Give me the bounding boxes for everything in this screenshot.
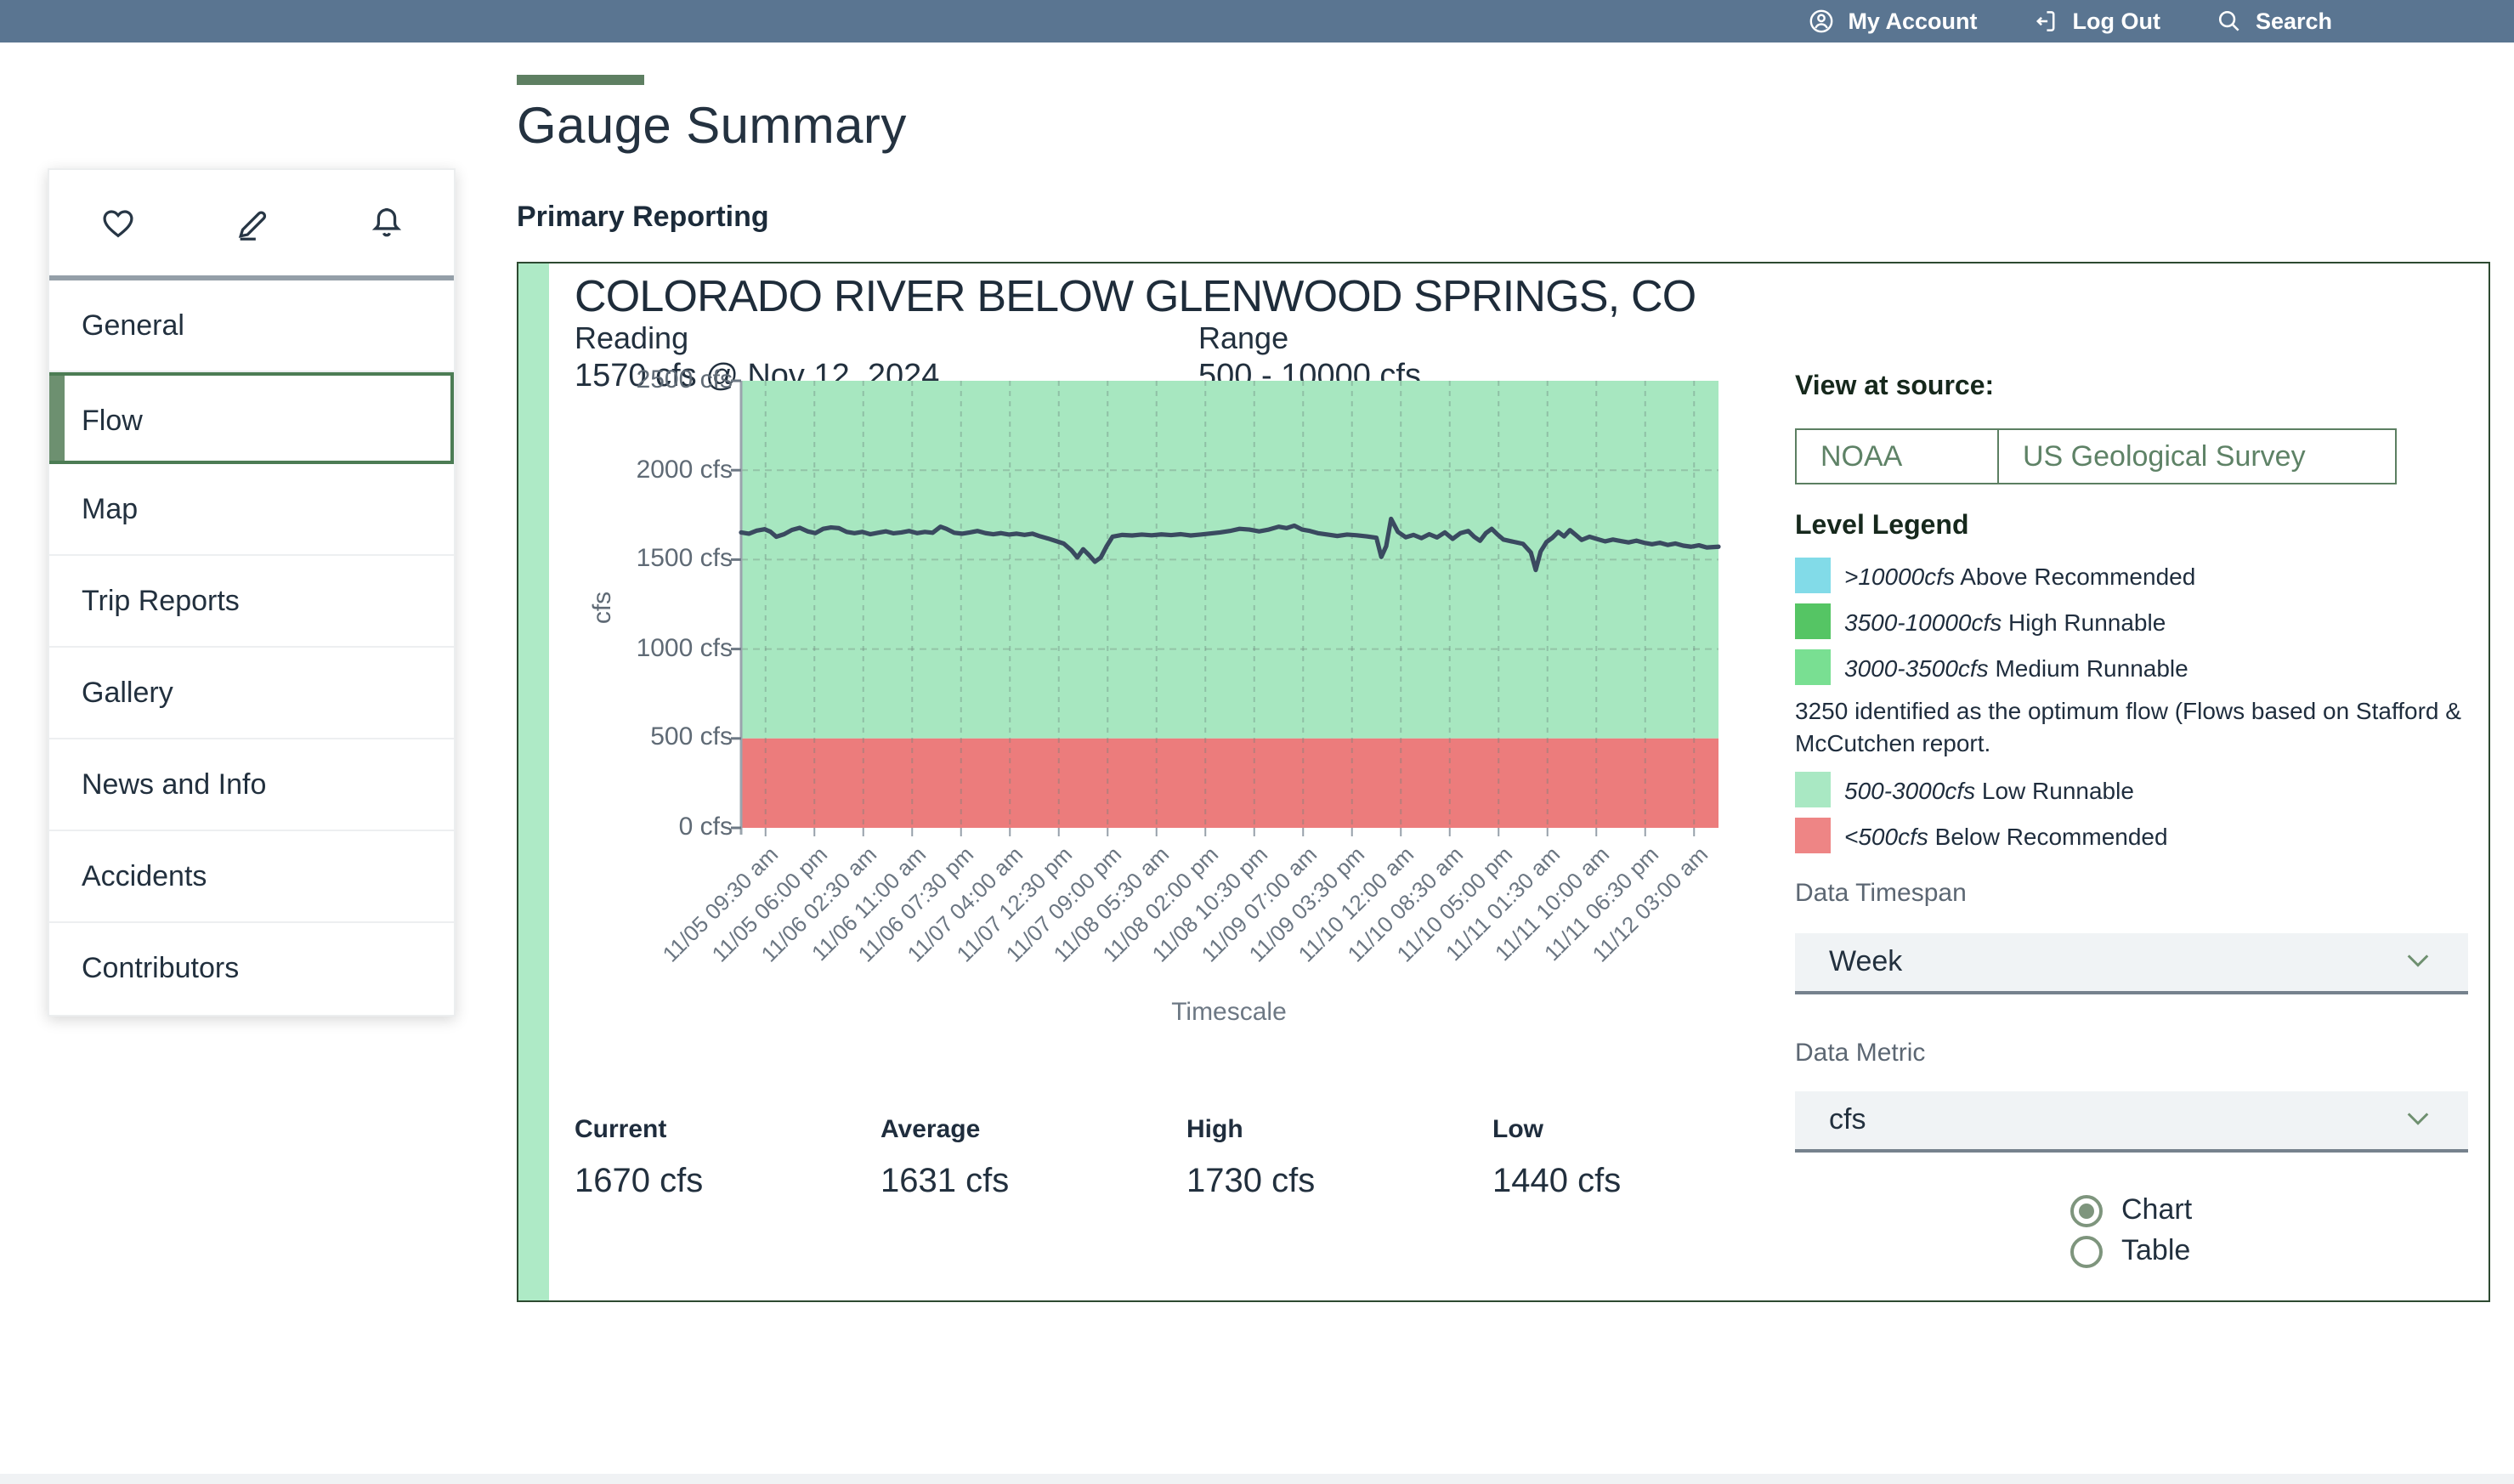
view-at-source-label: View at source: [1795, 372, 1995, 401]
range-label: Range [1198, 321, 1289, 355]
stat-label: Average [880, 1115, 981, 1144]
sidebar-menu: General Flow Map Trip Reports Gallery News an… [49, 280, 454, 1015]
stat-value: 1631 cfs [880, 1163, 1010, 1200]
data-metric-label: Data Metric [1795, 1039, 1926, 1068]
stat-average: Average 1631 cfs [880, 1115, 1178, 1202]
radio-button[interactable] [2070, 1194, 2103, 1226]
legend-text: >10000cfs Above Recommended [1844, 562, 2196, 589]
y-axis-tick-label: 1000 cfs [636, 633, 733, 663]
timespan-value: Week [1829, 945, 1903, 977]
timespan-select[interactable]: Week [1795, 933, 2468, 994]
band-runnable [741, 381, 1718, 739]
title-accent-bar [517, 75, 644, 85]
stat-current: Current 1670 cfs [575, 1115, 872, 1202]
legend-note: 3250 identified as the optimum flow (Flo… [1795, 697, 2461, 756]
metric-select[interactable]: cfs [1795, 1091, 2468, 1153]
notifications-bell-icon[interactable] [365, 202, 406, 243]
reading-label: Reading [575, 321, 689, 355]
sidebar-item-map[interactable]: Map [49, 464, 454, 556]
stat-low: Low 1440 cfs [1492, 1115, 1790, 1202]
my-account-button[interactable]: My Account [1807, 7, 1977, 36]
page-title: Gauge Summary [517, 99, 907, 155]
stat-label: Current [575, 1115, 667, 1144]
sidebar-icon-row [49, 170, 454, 280]
flow-line [739, 516, 1721, 573]
y-axis-tick-label: 0 cfs [678, 813, 733, 841]
log-out-label: Log Out [2072, 8, 2160, 34]
y-axis-tick-label: 2500 cfs [636, 365, 733, 394]
legend-swatch [1795, 649, 1831, 685]
sidebar-item-accidents[interactable]: Accidents [49, 831, 454, 923]
sidebar-item-general[interactable]: General [49, 280, 454, 372]
gauge-summary-card: COLORADO RIVER BELOW GLENWOOD SPRINGS, C… [517, 262, 2490, 1302]
y-axis-tick-label: 1500 cfs [636, 544, 733, 574]
search-icon [2215, 7, 2244, 36]
legend-item: 3000-3500cfs Medium Runnable [1795, 649, 2482, 685]
band-below-recommended [741, 738, 1718, 828]
bottom-strip [0, 1474, 2514, 1484]
sidebar-item-flow[interactable]: Flow [49, 372, 454, 464]
data-timespan-label: Data Timespan [1795, 879, 1967, 908]
sidebar-item-contributors[interactable]: Contributors [49, 923, 454, 1015]
edit-pencil-icon[interactable] [231, 202, 272, 243]
source-button-group: NOAA US Geological Survey [1795, 428, 2397, 484]
search-label: Search [2255, 8, 2332, 34]
legend-swatch [1795, 772, 1831, 807]
legend-swatch [1795, 603, 1831, 639]
sidebar-item-gallery[interactable]: Gallery [49, 648, 454, 739]
level-legend-title: Level Legend [1795, 512, 1969, 541]
radio-label: Chart [2121, 1193, 2193, 1226]
user-icon [1807, 7, 1836, 36]
y-axis-tick-label: 2000 cfs [636, 455, 733, 484]
flow-chart: cfs 0 cfs 500 cfs 1000 cfs 1500 cfs 2000 cfs… [552, 365, 1742, 1137]
legend-item: 500-3000cfs Low Runnable [1795, 772, 2482, 807]
sidebar-item-news-and-info[interactable]: News and Info [49, 739, 454, 831]
legend-item: <500cfs Below Recommended [1795, 818, 2482, 853]
stat-value: 1730 cfs [1186, 1163, 1316, 1200]
metric-value: cfs [1829, 1103, 1866, 1136]
noaa-button[interactable]: NOAA [1795, 428, 1999, 484]
stat-value: 1670 cfs [575, 1163, 704, 1200]
top-navigation-bar: My Account Log Out Search [0, 0, 2514, 42]
card-accent-strip [518, 263, 549, 1300]
legend-rows-lower: 500-3000cfs Low Runnable <500cfs Below Re… [1795, 772, 2482, 853]
sidebar-item-trip-reports[interactable]: Trip Reports [49, 556, 454, 648]
radio-button[interactable] [2070, 1235, 2103, 1267]
chevron-down-icon [2405, 1105, 2431, 1136]
search-button[interactable]: Search [2215, 7, 2332, 36]
legend-swatch [1795, 558, 1831, 593]
log-out-button[interactable]: Log Out [2031, 7, 2160, 36]
radio-label: Table [2121, 1234, 2191, 1266]
display-option-table[interactable]: Table [2070, 1234, 2190, 1268]
chevron-down-icon [2405, 947, 2431, 977]
x-axis-title: Timescale [1171, 998, 1287, 1027]
legend-swatch [1795, 818, 1831, 853]
stat-high: High 1730 cfs [1186, 1115, 1484, 1202]
usgs-button[interactable]: US Geological Survey [1997, 428, 2397, 484]
stat-value: 1440 cfs [1492, 1163, 1622, 1200]
stat-label: Low [1492, 1115, 1543, 1144]
legend-text: 3500-10000cfs High Runnable [1844, 608, 2166, 635]
favorite-heart-icon[interactable] [97, 202, 138, 243]
display-option-chart[interactable]: Chart [2070, 1193, 2192, 1227]
stat-label: High [1186, 1115, 1243, 1144]
legend-text: 3000-3500cfs Medium Runnable [1844, 654, 2188, 681]
sidebar: General Flow Map Trip Reports Gallery News an… [48, 168, 456, 1017]
legend-item: 3500-10000cfs High Runnable [1795, 603, 2482, 639]
legend-rows-upper: >10000cfs Above Recommended 3500-10000cfs… [1795, 558, 2482, 685]
legend-text: 500-3000cfs Low Runnable [1844, 776, 2134, 803]
my-account-label: My Account [1848, 8, 1978, 34]
y-axis-tick-labels: 0 cfs 500 cfs 1000 cfs 1500 cfs 2000 cfs 2500… [581, 365, 733, 848]
chart-plot[interactable] [728, 372, 1734, 838]
legend-text: <500cfs Below Recommended [1844, 822, 2168, 849]
station-name: COLORADO RIVER BELOW GLENWOOD SPRINGS, C… [575, 270, 1696, 321]
logout-icon [2031, 7, 2060, 36]
legend-item: >10000cfs Above Recommended [1795, 558, 2482, 593]
y-axis-tick-label: 500 cfs [650, 722, 733, 752]
level-legend: >10000cfs Above Recommended 3500-10000cfs… [1795, 558, 2482, 864]
section-title: Primary Reporting [517, 201, 769, 233]
